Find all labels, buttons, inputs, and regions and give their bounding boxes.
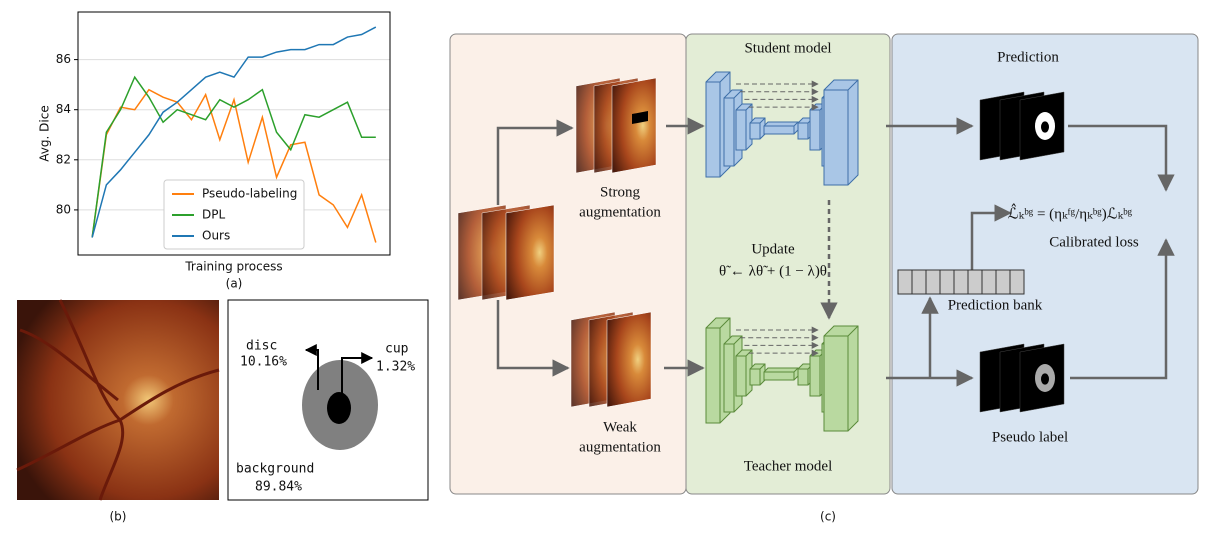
arrow: [496, 119, 574, 205]
layer: [763, 367, 799, 381]
layer: [763, 121, 799, 135]
layer: [749, 363, 766, 386]
formula: θ̃ ← λθ̃ + (1 − λ)θ: [719, 263, 827, 279]
label: Update: [751, 241, 795, 257]
layer: [735, 103, 753, 151]
image-slice: [611, 77, 657, 174]
cup-region: [327, 392, 351, 424]
line: [91, 88, 377, 243]
label: 89.84%: [255, 480, 302, 495]
caption: (b): [110, 510, 127, 524]
arrow: [496, 300, 570, 377]
vessels: [16, 299, 220, 501]
legend: [163, 179, 305, 250]
line: [91, 26, 377, 238]
label: cup: [385, 342, 409, 357]
bank-cell: [1009, 269, 1025, 295]
arrow: [1068, 124, 1175, 192]
legend-label: DPL: [202, 208, 225, 222]
label: augmentation: [579, 439, 661, 455]
bank-cell: [995, 269, 1011, 295]
layer: [749, 117, 766, 140]
label: Prediction: [997, 49, 1059, 65]
x-axis-label: Training process: [184, 260, 282, 274]
label: Calibrated loss: [1049, 234, 1139, 250]
label: Strong: [600, 184, 641, 200]
label: augmentation: [579, 204, 661, 220]
label: 1.32%: [376, 360, 415, 375]
line-chart: 80 82 84 86 Avg. Dice Training process Pseudo-…: [38, 11, 391, 274]
legend-label: Pseudo-labeling: [202, 187, 297, 201]
line: [91, 75, 376, 238]
label: background: [236, 462, 314, 477]
layer: [735, 349, 753, 397]
caption: (c): [820, 510, 836, 524]
label: 10.16%: [240, 355, 287, 370]
label: Prediction bank: [948, 297, 1043, 313]
mask: [632, 111, 648, 124]
label: Weak: [603, 419, 637, 435]
caption: (a): [226, 277, 243, 291]
bank-cell: [981, 269, 997, 295]
bank-cell: [897, 269, 913, 295]
plot-frame: [77, 11, 391, 256]
label: Student model: [744, 40, 831, 56]
bank-cell: [925, 269, 941, 295]
formula: ℒ̂ₖᵇᵍ = (ηₖᶠᵍ/ηₖᵇᵍ)ℒₖᵇᵍ: [1008, 204, 1133, 223]
diagram: [457, 71, 1175, 432]
bank-cell: [911, 269, 927, 295]
bank-cell: [953, 269, 969, 295]
y-tick-label: 86: [56, 52, 71, 66]
arrow: [1070, 238, 1175, 380]
image-slice: [505, 204, 555, 301]
layer: [823, 79, 859, 186]
y-tick-label: 84: [56, 102, 71, 116]
arrow: [304, 344, 319, 390]
mask-cup: [1041, 373, 1049, 385]
layer: [823, 325, 859, 432]
arrow: [970, 204, 1012, 284]
arrow: [341, 352, 374, 400]
label: disc: [246, 339, 277, 354]
y-axis-label: Avg. Dice: [38, 105, 52, 161]
y-tick-label: 82: [56, 152, 71, 166]
image-slice: [606, 311, 652, 408]
y-tick-label: 80: [56, 202, 71, 216]
legend-label: Ours: [202, 229, 230, 243]
mask-cup: [1041, 121, 1049, 133]
bank-cell: [939, 269, 955, 295]
label: Teacher model: [744, 458, 832, 474]
bank-cell: [967, 269, 983, 295]
label: Pseudo label: [992, 429, 1068, 445]
